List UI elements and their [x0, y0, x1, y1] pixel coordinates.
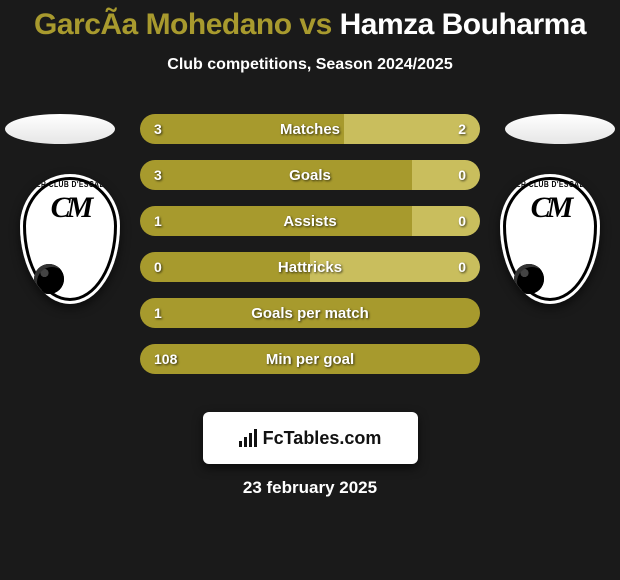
- stat-label: Min per goal: [140, 344, 480, 374]
- stat-value-left: 108: [154, 344, 177, 374]
- crest-ball-icon: [514, 264, 544, 294]
- stat-value-left: 3: [154, 160, 162, 190]
- crest-arc-text: ER CLUB D'ESCAL: [36, 180, 104, 189]
- source-text: FcTables.com: [263, 428, 382, 449]
- stat-value-left: 1: [154, 206, 162, 236]
- stat-row: Min per goal108: [140, 344, 480, 374]
- player-disc-right: [505, 114, 615, 144]
- stat-value-right: 2: [458, 114, 466, 144]
- stat-row: Goals per match1: [140, 298, 480, 328]
- stat-row: Hattricks0 0: [140, 252, 480, 282]
- player-disc-left: [5, 114, 115, 144]
- stat-value-left: 3: [154, 114, 162, 144]
- stat-row: Goals3 0: [140, 160, 480, 190]
- stat-label: Goals: [140, 160, 480, 190]
- stat-value-left: 0: [154, 252, 162, 282]
- comparison-title: GarcÃ­a Mohedano vs Hamza Bouharma: [0, 0, 620, 42]
- stat-label: Assists: [140, 206, 480, 236]
- stat-label: Goals per match: [140, 298, 480, 328]
- club-crest-left: ER CLUB D'ESCAL CM: [20, 174, 120, 304]
- stat-value-right: 0: [458, 252, 466, 282]
- source-badge: FcTables.com: [203, 412, 418, 464]
- snapshot-date: 23 february 2025: [0, 478, 620, 498]
- crest-monogram: CM: [51, 191, 90, 225]
- stat-value-right: 0: [458, 206, 466, 236]
- stat-value-right: 0: [458, 160, 466, 190]
- stat-label: Matches: [140, 114, 480, 144]
- stat-row: Matches3 2: [140, 114, 480, 144]
- stat-row: Assists1 0: [140, 206, 480, 236]
- stat-label: Hattricks: [140, 252, 480, 282]
- club-crest-right: ER CLUB D'ESCAL CM: [500, 174, 600, 304]
- crest-arc-text: ER CLUB D'ESCAL: [516, 180, 584, 189]
- stat-bars: Matches32Goals30Assists10Hattricks00Goal…: [140, 114, 480, 374]
- stat-value-left: 1: [154, 298, 162, 328]
- signal-icon: [239, 429, 257, 447]
- comparison-stage: ER CLUB D'ESCAL CM ER CLUB D'ESCAL CM Ma…: [0, 94, 620, 394]
- crest-monogram: CM: [531, 191, 570, 225]
- crest-ball-icon: [34, 264, 64, 294]
- comparison-subtitle: Club competitions, Season 2024/2025: [0, 56, 620, 74]
